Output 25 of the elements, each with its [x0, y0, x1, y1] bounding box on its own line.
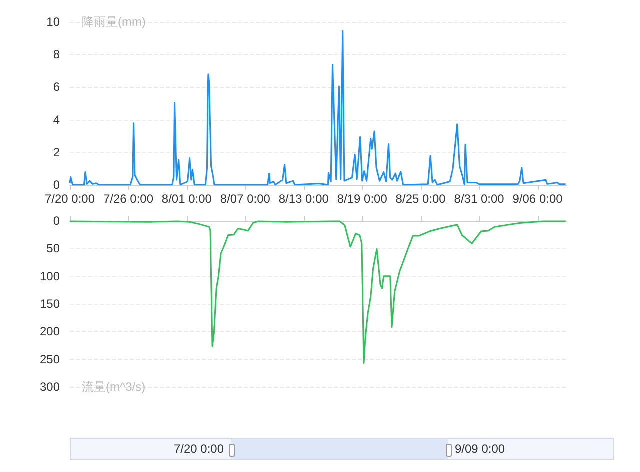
y-tick-label: 6	[53, 80, 60, 94]
y-tick-label: 4	[53, 112, 60, 127]
y-tick-label: 300	[40, 380, 60, 394]
x-tick-label: 8/01 0:00	[162, 192, 212, 206]
x-tick-label: 9/06 0:00	[512, 192, 564, 206]
y-tick-label: 150	[40, 297, 60, 311]
x-tick-label: 8/25 0:00	[396, 192, 446, 206]
x-tick-label: 8/07 0:00	[220, 192, 271, 206]
y-tick-label: 200	[40, 324, 60, 339]
y-tick-label: 10	[46, 15, 60, 29]
y-tick-label: 0	[53, 214, 60, 228]
y-tick-label: 2	[53, 145, 60, 160]
y-tick-label: 250	[40, 352, 60, 366]
x-tick-label: 7/20 0:00	[44, 192, 96, 206]
y-axis-title: 降雨量(mm)	[82, 15, 146, 29]
range-slider: 7/20 0:00 9/09 0:00	[70, 438, 614, 460]
y-axis-title: 流量(m^3/s)	[82, 380, 146, 394]
x-tick-label: 8/19 0:00	[337, 192, 388, 206]
x-tick-label: 8/13 0:00	[278, 192, 330, 206]
x-tick-label: 8/31 0:00	[454, 192, 505, 206]
y-tick-label: 8	[53, 48, 60, 62]
y-tick-label: 0	[53, 178, 60, 192]
x-tick-label: 7/26 0:00	[103, 192, 154, 206]
y-tick-label: 50	[46, 242, 60, 256]
y-tick-label: 100	[40, 269, 60, 284]
